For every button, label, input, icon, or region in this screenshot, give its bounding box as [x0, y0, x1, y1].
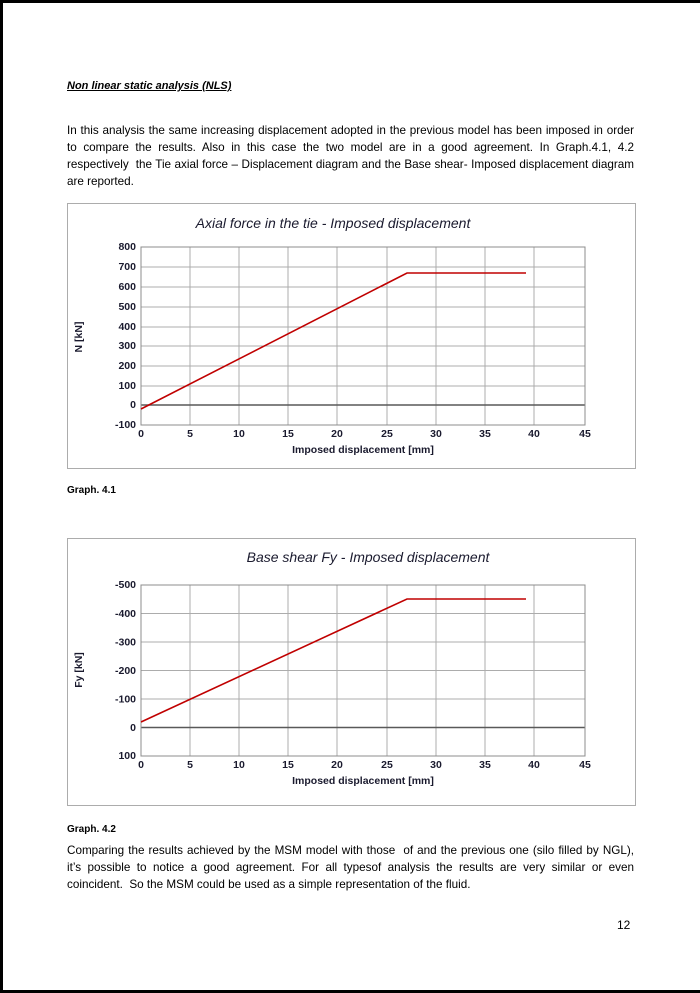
svg-text:25: 25 — [381, 428, 393, 440]
svg-text:15: 15 — [282, 428, 294, 440]
svg-text:20: 20 — [331, 428, 343, 440]
svg-text:-200: -200 — [115, 665, 136, 677]
svg-text:Base shear Fy - Imposed displa: Base shear Fy - Imposed displacement — [247, 549, 491, 565]
svg-text:10: 10 — [233, 759, 245, 771]
svg-text:0: 0 — [130, 399, 136, 411]
svg-text:100: 100 — [118, 380, 136, 392]
svg-text:15: 15 — [282, 759, 294, 771]
svg-text:0: 0 — [138, 428, 144, 440]
svg-text:300: 300 — [118, 340, 136, 352]
svg-text:35: 35 — [479, 759, 491, 771]
svg-text:40: 40 — [528, 759, 540, 771]
svg-text:Axial force in the tie - Impos: Axial force in the tie - Imposed displac… — [195, 215, 472, 231]
svg-text:-100: -100 — [115, 419, 136, 431]
svg-text:-400: -400 — [115, 608, 136, 620]
svg-text:-100: -100 — [115, 694, 136, 706]
svg-text:N [kN]: N [kN] — [73, 322, 85, 353]
svg-text:25: 25 — [381, 759, 393, 771]
svg-text:45: 45 — [579, 759, 591, 771]
svg-text:30: 30 — [430, 428, 442, 440]
svg-text:200: 200 — [118, 360, 136, 372]
svg-text:30: 30 — [430, 759, 442, 771]
svg-text:-500: -500 — [115, 579, 136, 591]
svg-text:Imposed displacement [mm]: Imposed displacement [mm] — [292, 444, 434, 456]
svg-text:40: 40 — [528, 428, 540, 440]
svg-text:Fy [kN]: Fy [kN] — [73, 652, 85, 688]
svg-text:5: 5 — [187, 428, 193, 440]
svg-text:20: 20 — [331, 759, 343, 771]
svg-text:5: 5 — [187, 759, 193, 771]
svg-text:600: 600 — [118, 281, 136, 293]
svg-text:100: 100 — [118, 750, 136, 762]
svg-text:Imposed displacement [mm]: Imposed displacement [mm] — [292, 775, 434, 787]
svg-text:35: 35 — [479, 428, 491, 440]
svg-text:0: 0 — [130, 722, 136, 734]
svg-text:400: 400 — [118, 321, 136, 333]
svg-text:45: 45 — [579, 428, 591, 440]
svg-text:-300: -300 — [115, 637, 136, 649]
svg-text:500: 500 — [118, 301, 136, 313]
svg-text:800: 800 — [118, 241, 136, 253]
svg-text:700: 700 — [118, 261, 136, 273]
svg-text:10: 10 — [233, 428, 245, 440]
svg-text:0: 0 — [138, 759, 144, 771]
